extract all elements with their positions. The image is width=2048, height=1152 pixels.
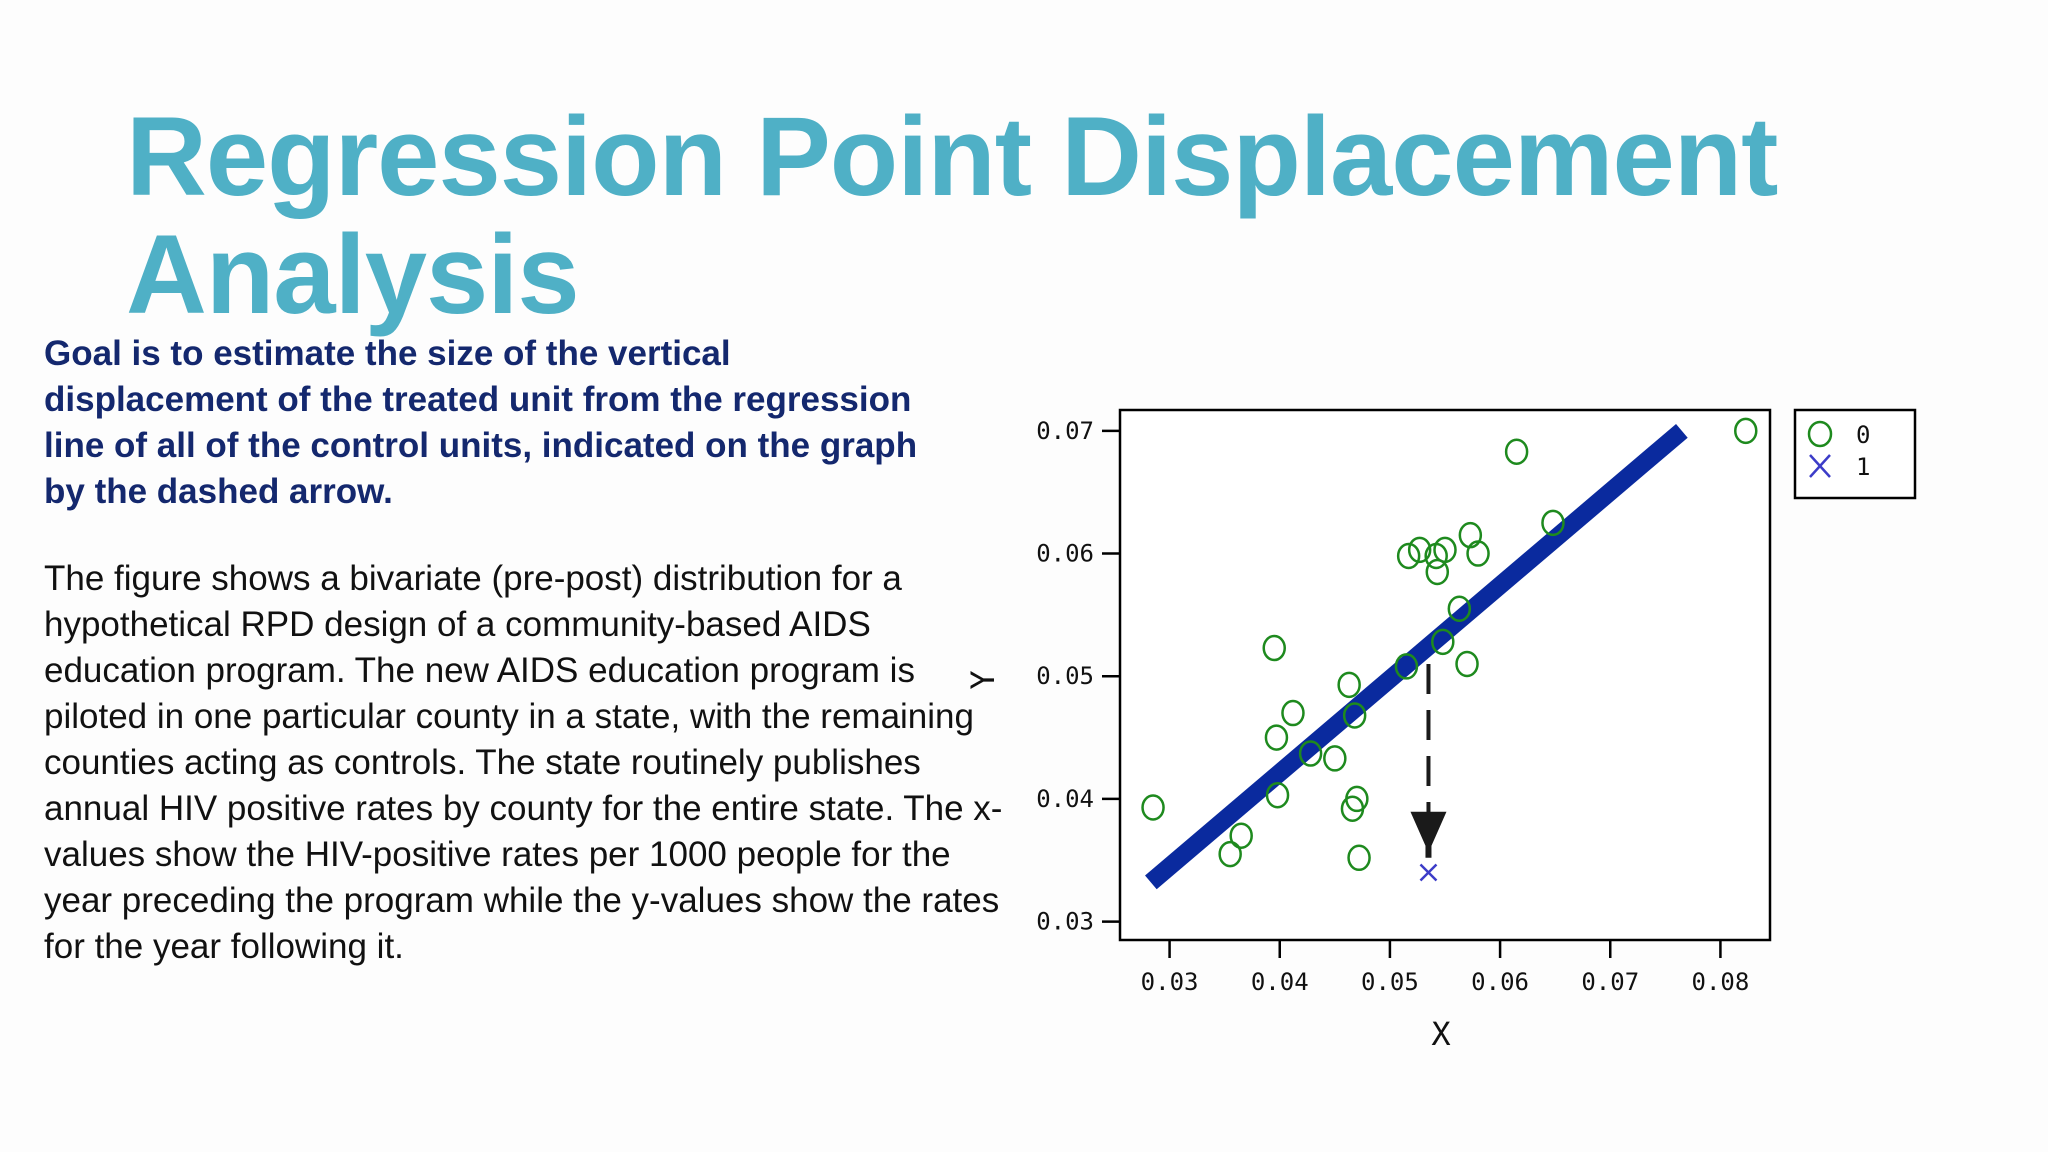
scatter-chart: 0.030.040.050.060.07 0.03 0.04 0.05 0.06 0.0… [970,408,1917,1053]
control-point [1262,634,1286,662]
control-point [1265,781,1290,809]
control-point [1264,724,1289,751]
control-point [1425,558,1450,586]
control-point [1433,536,1457,564]
slide-title-line-2: Analysis [126,212,580,337]
y-tick-label: 0.04 [1036,785,1094,813]
control-point [1323,745,1347,772]
slide-title-line-1: Regression Point Displacement [126,94,1778,219]
x-axis-title: X [1431,1015,1450,1053]
control-point [1229,822,1253,849]
goal-paragraph: Goal is to estimate the size of the vert… [44,334,918,511]
control-point [1347,844,1371,872]
control-point [1281,699,1305,727]
slide-title: Regression Point Displacement Analysis [126,98,1826,334]
x-tick-label: 0.08 [1692,968,1750,996]
x-tick-label: 0.07 [1581,968,1639,996]
control-point [1298,740,1323,767]
x-axis: 0.03 0.04 0.05 0.06 0.07 0.08 [1141,940,1750,996]
control-point [1141,794,1165,821]
legend: 01 [1793,408,1917,500]
legend-marker-stroke [1809,454,1831,478]
control-point [1466,540,1490,567]
control-point [1218,840,1242,868]
control-point [1447,595,1472,622]
control-point [1541,509,1565,537]
y-tick-label: 0.07 [1036,417,1094,445]
description-paragraph: The figure shows a bivariate (pre-post) … [44,559,1003,966]
plot-frame [1118,408,1772,942]
plot-area [1141,417,1758,890]
legend-label: 0 [1856,421,1870,449]
x-tick-label: 0.05 [1361,968,1419,996]
control-point [1394,653,1419,680]
control-point [1504,438,1529,465]
legend-marker-circle [1807,420,1833,448]
treated-point-stroke [1419,863,1438,882]
control-point [1342,702,1367,729]
control-point [1734,417,1758,445]
treated-point [1419,863,1438,882]
y-axis: 0.03 0.04 0.05 0.06 0.07 [1036,417,1120,936]
displacement-arrow-head [1410,811,1447,858]
control-point [1407,536,1432,564]
legend-marker-x [1809,454,1831,478]
control-point [1455,650,1479,678]
x-tick-label: 0.04 [1251,968,1309,996]
control-point [1345,785,1369,813]
regression-line [1145,423,1688,890]
control-point [1337,671,1361,699]
control-point [1431,628,1455,656]
y-tick-label: 0.03 [1036,908,1094,936]
x-tick-label: 0.03 [1141,968,1199,996]
y-axis-title: Y [970,670,1002,689]
y-tick-label: 0.06 [1036,540,1094,568]
y-tick-label: 0.05 [1036,662,1094,690]
x-tick-label: 0.06 [1471,968,1529,996]
legend-label: 1 [1856,453,1870,481]
control-point [1396,542,1421,570]
